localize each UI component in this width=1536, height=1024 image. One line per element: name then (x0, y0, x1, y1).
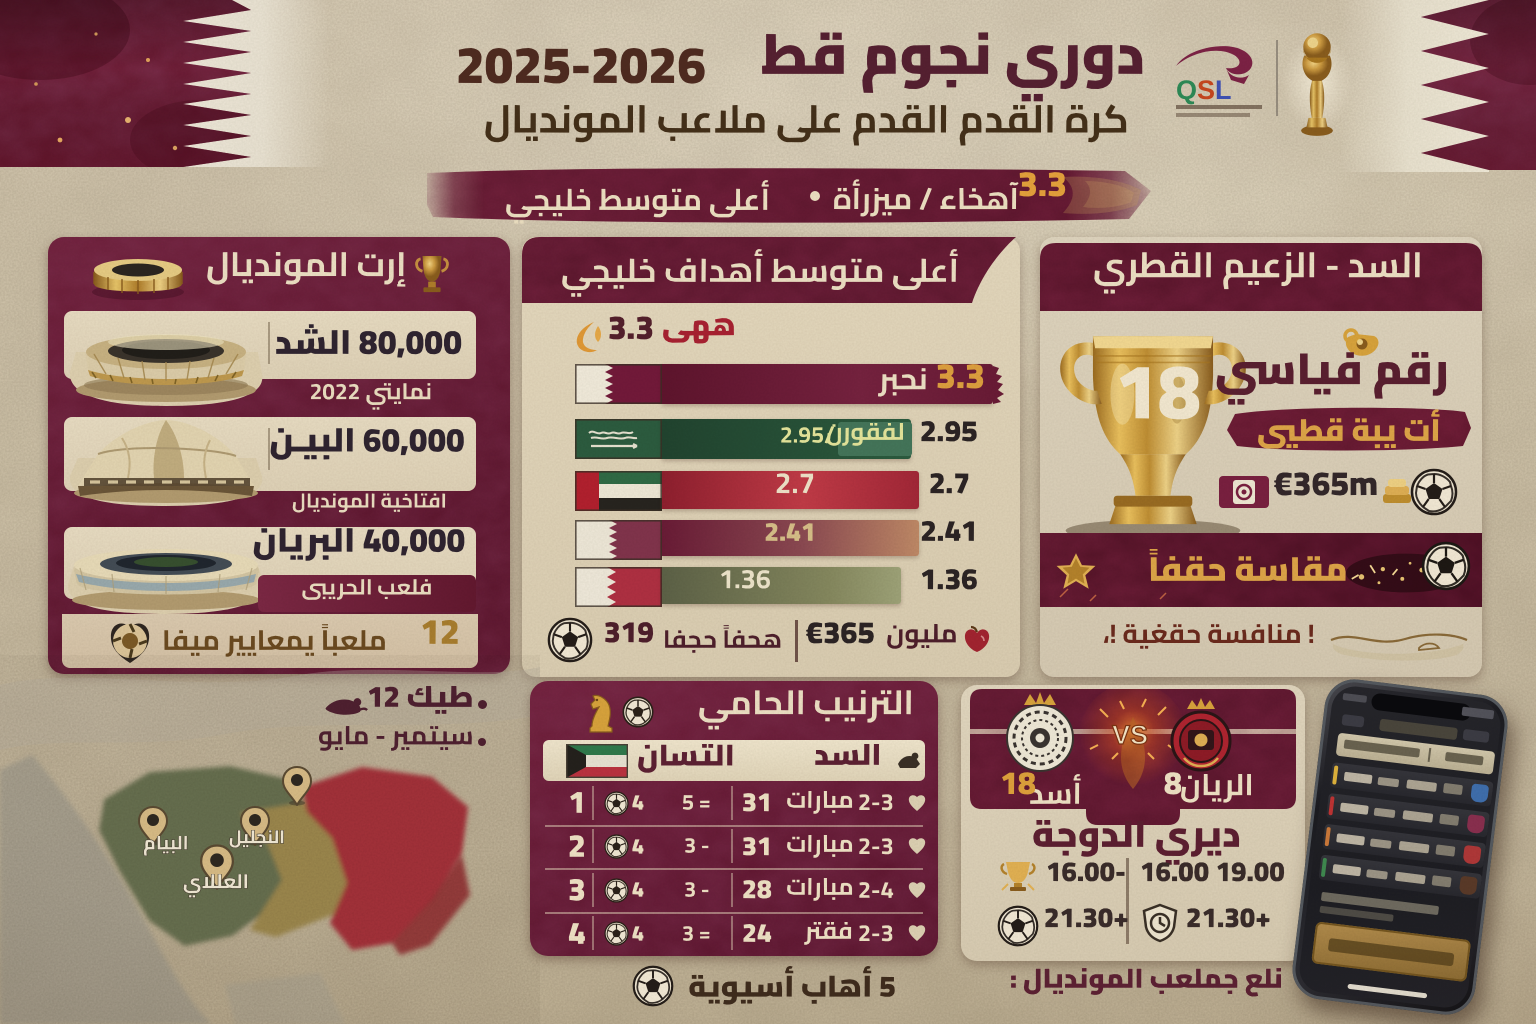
svg-text:VS: VS (1112, 720, 1148, 750)
svg-text:QSL: QSL (1176, 75, 1232, 105)
